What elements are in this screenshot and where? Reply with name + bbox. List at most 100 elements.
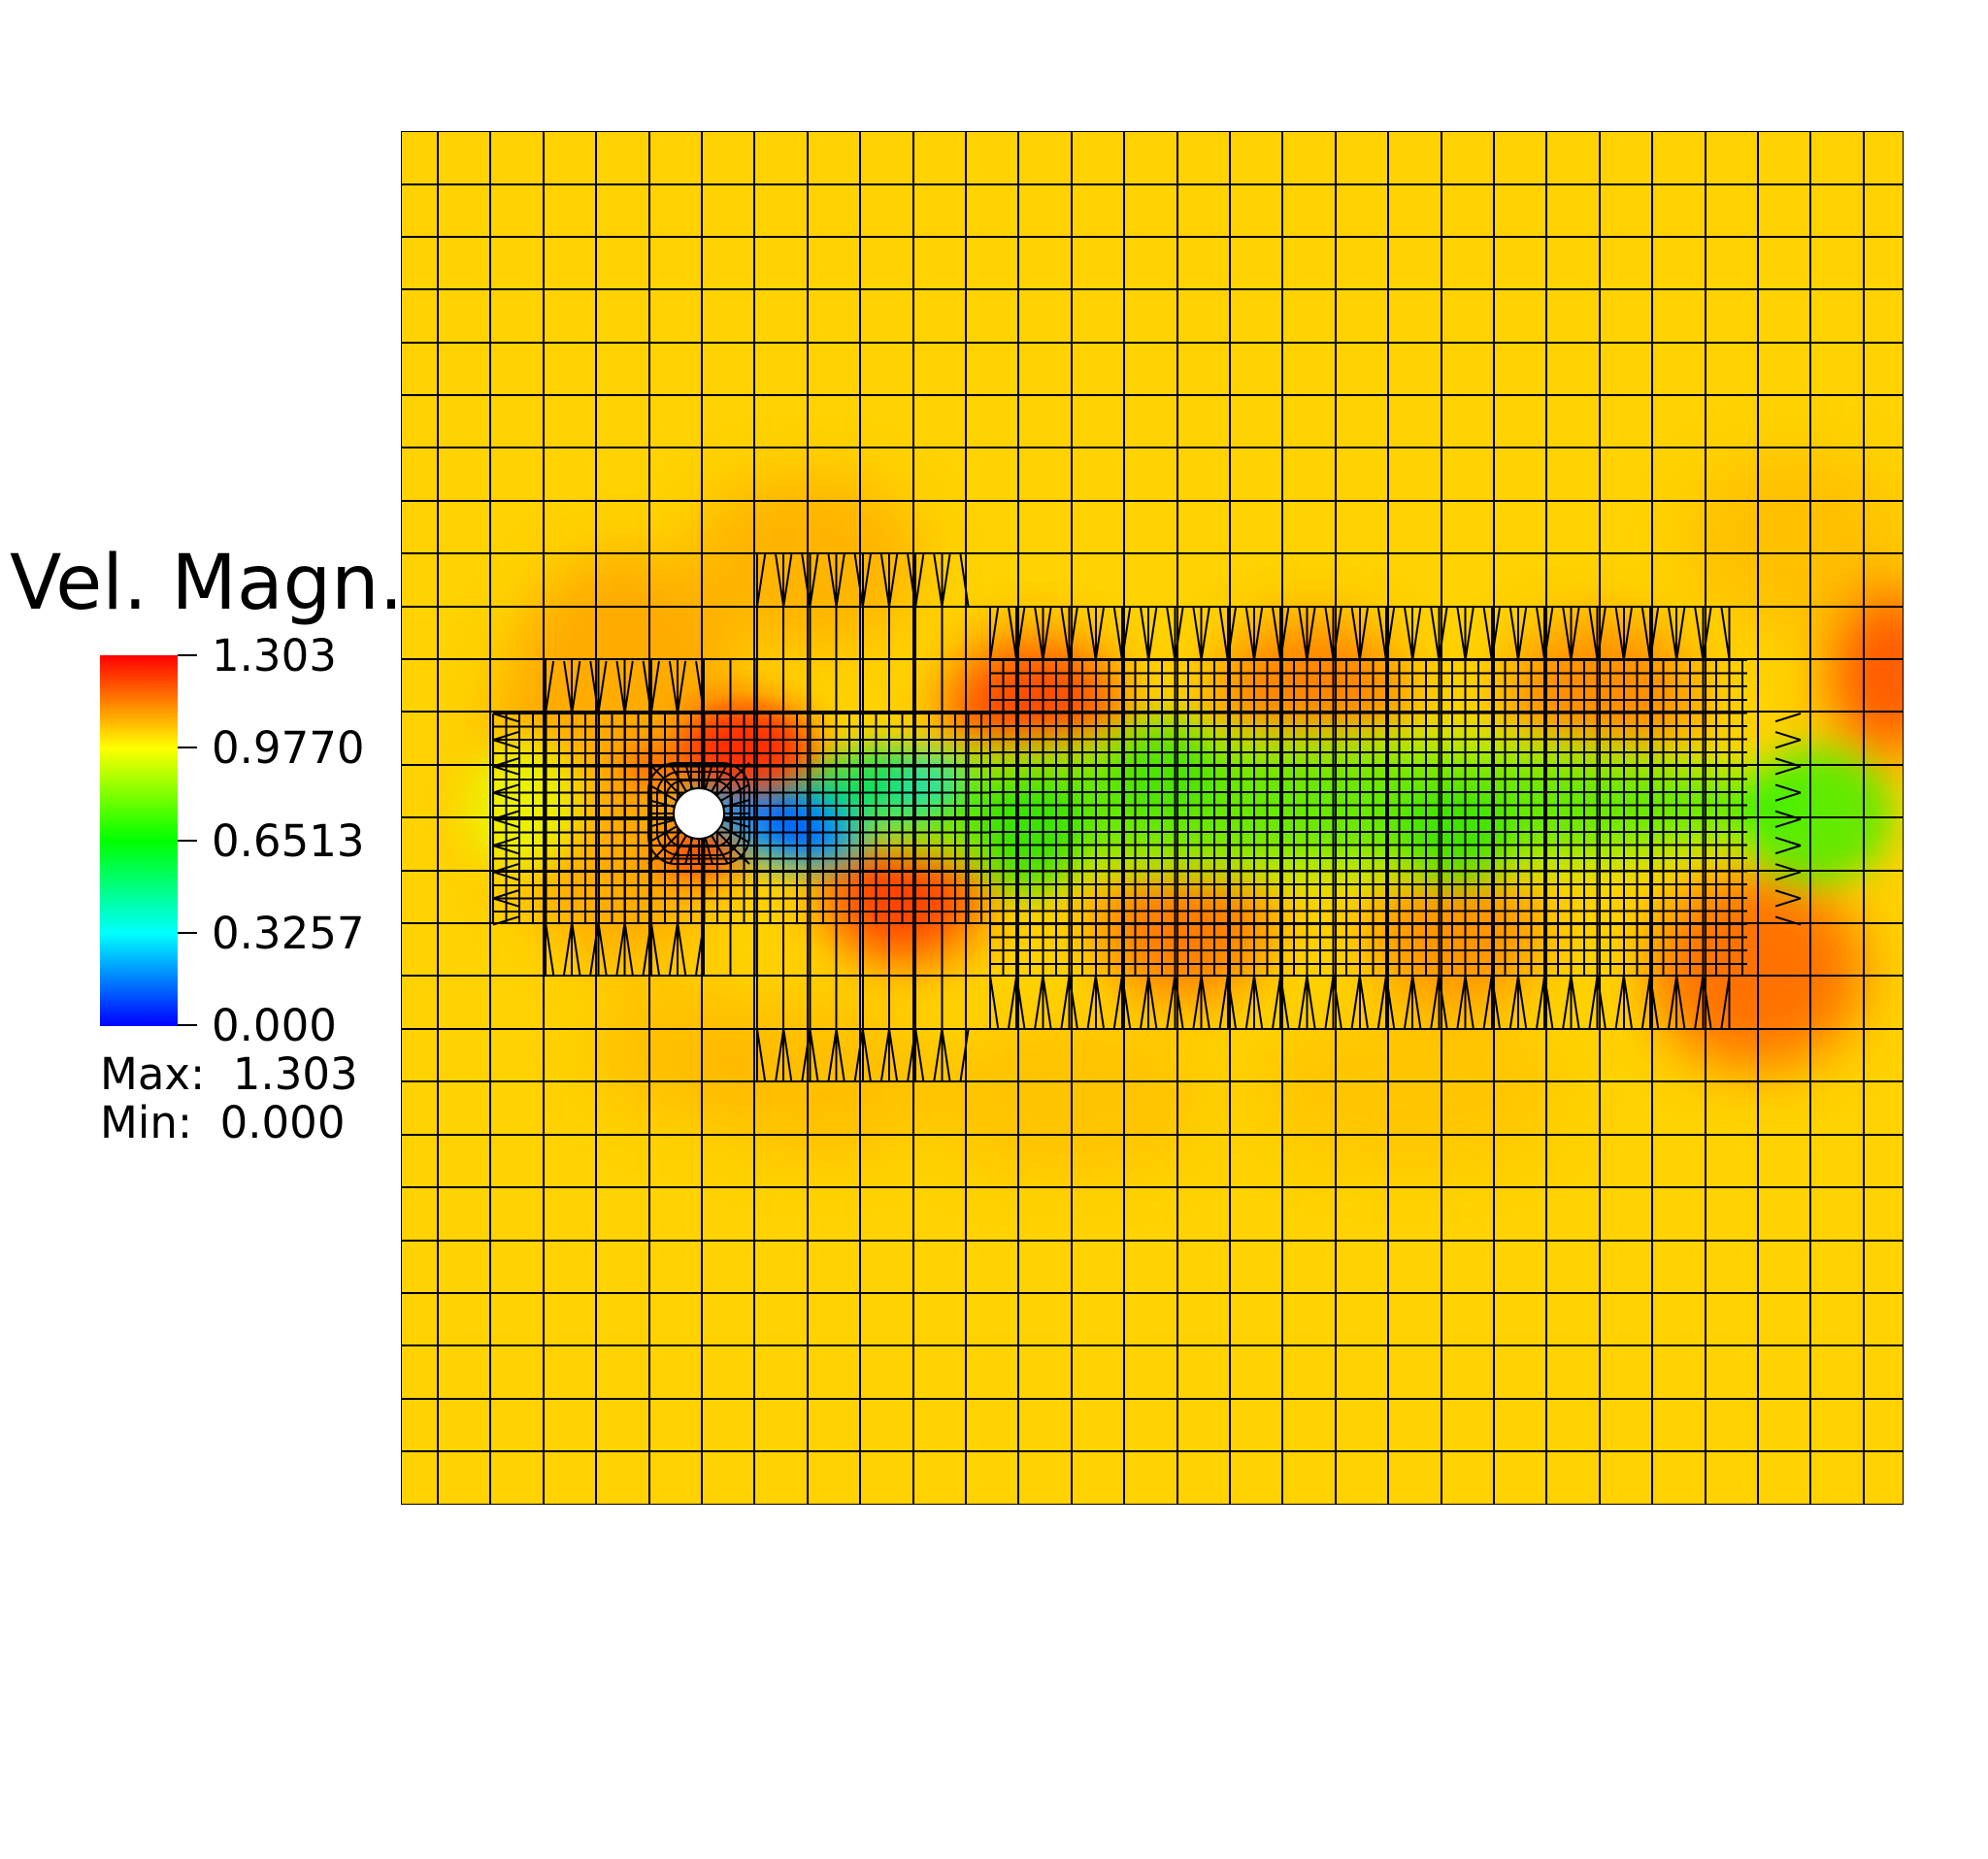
mesh-line	[1774, 713, 1802, 723]
mesh-line	[1200, 607, 1210, 661]
mesh-line	[775, 553, 785, 608]
mesh-line	[669, 762, 687, 792]
legend-tick-2: 0.9770	[212, 722, 365, 774]
mesh-line	[1174, 607, 1184, 661]
mesh-line	[492, 739, 519, 749]
mesh-line	[775, 1028, 785, 1082]
mesh-line	[1774, 810, 1802, 820]
mesh-line	[1774, 836, 1802, 847]
mesh-line	[1508, 975, 1519, 1029]
mesh-ring	[665, 780, 733, 847]
mesh-line	[647, 830, 682, 865]
mesh-line	[907, 1028, 917, 1082]
mesh-line	[647, 762, 682, 797]
mesh-line	[801, 1028, 812, 1082]
mesh-line	[888, 553, 899, 608]
mesh-line	[1147, 975, 1158, 1029]
mesh-line	[933, 1028, 944, 1082]
mesh-line	[1306, 975, 1316, 1029]
mesh-line	[647, 783, 678, 802]
mesh-line	[1490, 607, 1501, 661]
mesh-line	[1147, 607, 1158, 661]
mesh-line	[1253, 975, 1264, 1029]
mesh-line	[1774, 757, 1802, 768]
mesh-line	[1622, 607, 1633, 661]
mesh-line	[684, 837, 694, 865]
mesh-line	[695, 921, 706, 976]
mesh-line	[1562, 975, 1573, 1029]
mesh-line	[492, 791, 519, 802]
mesh-line	[1490, 975, 1501, 1029]
mesh-line	[1720, 975, 1731, 1029]
mesh-line	[711, 835, 729, 865]
mesh-line	[1570, 607, 1580, 661]
mesh-line	[1350, 607, 1361, 661]
mesh-line	[597, 921, 608, 976]
mesh-line	[1121, 975, 1132, 1029]
mesh-line	[1358, 975, 1369, 1029]
mesh-line	[720, 825, 750, 844]
mesh-line	[704, 837, 713, 865]
mesh-line	[1774, 817, 1802, 828]
mesh-line	[1218, 975, 1229, 1029]
mesh-line	[492, 757, 519, 768]
mesh-ring	[656, 771, 742, 856]
mesh-line	[1060, 607, 1071, 661]
mesh-line	[1774, 731, 1802, 742]
mesh-line	[677, 660, 687, 714]
mesh-line	[1200, 975, 1210, 1029]
mesh-line	[647, 825, 678, 844]
mesh-line	[1272, 607, 1282, 661]
mesh-line	[623, 660, 634, 714]
mesh-line	[1411, 975, 1422, 1029]
mesh-line	[1596, 975, 1607, 1029]
mesh-line	[801, 553, 812, 608]
mesh-line	[1140, 607, 1150, 661]
mesh-line	[1517, 607, 1528, 661]
mesh-line	[722, 818, 750, 828]
mesh-line	[1774, 871, 1802, 881]
mesh-line	[492, 765, 519, 776]
mesh-line	[1430, 975, 1441, 1029]
mesh-line	[1774, 765, 1802, 776]
mesh-line	[1253, 607, 1264, 661]
mesh-line	[1068, 607, 1078, 661]
mesh-line	[1279, 607, 1290, 661]
mesh-line	[1324, 975, 1335, 1029]
mesh-line	[861, 553, 872, 608]
mesh-line	[1640, 975, 1651, 1029]
mesh-line	[563, 921, 574, 976]
mesh-line	[861, 1028, 872, 1082]
mesh-line	[1226, 975, 1237, 1029]
mesh-line	[615, 921, 626, 976]
mesh-line	[1482, 607, 1493, 661]
mesh-line	[1192, 607, 1203, 661]
mesh-line	[1536, 975, 1546, 1029]
mesh-line	[1385, 975, 1396, 1029]
mesh-line	[941, 553, 951, 608]
mesh-line	[1244, 975, 1255, 1029]
mesh-line	[1015, 975, 1026, 1029]
mesh-line	[1668, 607, 1678, 661]
mesh-line	[1482, 975, 1493, 1029]
mesh-line	[677, 921, 687, 976]
mesh-line	[1112, 975, 1123, 1029]
mesh-line	[492, 845, 519, 855]
mesh-line	[1324, 607, 1335, 661]
mesh-line	[1675, 607, 1686, 661]
mesh-line	[1430, 607, 1441, 661]
legend-title: Vel. Magn.	[10, 540, 404, 627]
mesh-line	[989, 607, 1000, 661]
mesh-line	[695, 660, 706, 714]
mesh-line	[642, 921, 652, 976]
cylinder-obstacle	[673, 787, 725, 840]
mesh-line	[879, 553, 890, 608]
mesh-line	[615, 660, 626, 714]
legend-tick-max: 1.303	[212, 630, 337, 681]
mesh-line	[782, 1028, 793, 1082]
mesh-line	[1121, 607, 1132, 661]
mesh-line	[684, 762, 694, 790]
mesh-line	[623, 921, 634, 976]
mesh-line	[1350, 975, 1361, 1029]
mesh-line	[1218, 607, 1229, 661]
